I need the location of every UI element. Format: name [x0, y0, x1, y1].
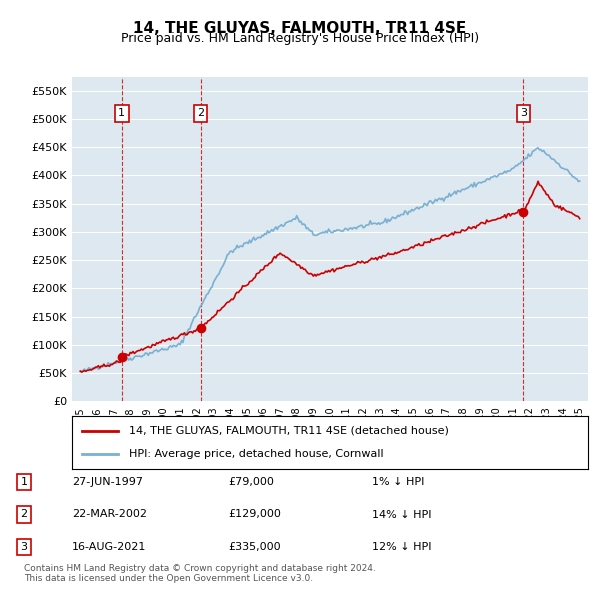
- Text: 14, THE GLUYAS, FALMOUTH, TR11 4SE (detached house): 14, THE GLUYAS, FALMOUTH, TR11 4SE (deta…: [129, 426, 449, 436]
- Text: HPI: Average price, detached house, Cornwall: HPI: Average price, detached house, Corn…: [129, 449, 383, 459]
- Text: 14, THE GLUYAS, FALMOUTH, TR11 4SE: 14, THE GLUYAS, FALMOUTH, TR11 4SE: [133, 21, 467, 35]
- Text: 2: 2: [197, 109, 204, 119]
- Text: 14% ↓ HPI: 14% ↓ HPI: [372, 510, 431, 519]
- Text: Contains HM Land Registry data © Crown copyright and database right 2024.
This d: Contains HM Land Registry data © Crown c…: [24, 563, 376, 583]
- Text: 27-JUN-1997: 27-JUN-1997: [72, 477, 143, 487]
- Text: 22-MAR-2002: 22-MAR-2002: [72, 510, 147, 519]
- Text: 1: 1: [118, 109, 125, 119]
- Text: £79,000: £79,000: [228, 477, 274, 487]
- Text: 1% ↓ HPI: 1% ↓ HPI: [372, 477, 424, 487]
- Text: 12% ↓ HPI: 12% ↓ HPI: [372, 542, 431, 552]
- Text: 1: 1: [20, 477, 28, 487]
- Text: 3: 3: [520, 109, 527, 119]
- Text: £335,000: £335,000: [228, 542, 281, 552]
- Text: 16-AUG-2021: 16-AUG-2021: [72, 542, 146, 552]
- Text: Price paid vs. HM Land Registry's House Price Index (HPI): Price paid vs. HM Land Registry's House …: [121, 32, 479, 45]
- Text: £129,000: £129,000: [228, 510, 281, 519]
- Text: 3: 3: [20, 542, 28, 552]
- Text: 2: 2: [20, 510, 28, 519]
